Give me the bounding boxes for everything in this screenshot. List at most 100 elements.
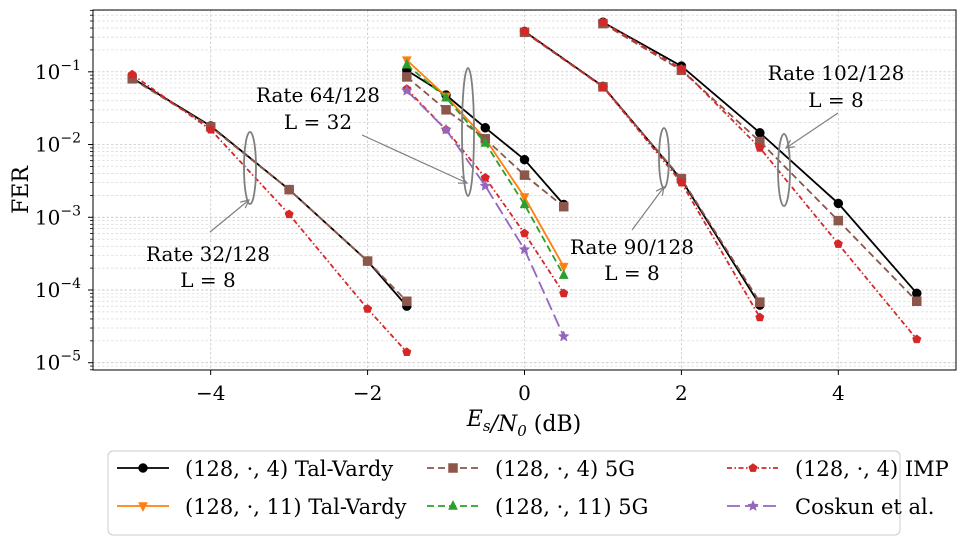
series-line	[406, 88, 565, 294]
x-tick-label: −2	[353, 381, 382, 405]
arrow-head	[240, 199, 251, 209]
annotation-arrow	[209, 199, 250, 233]
data-point	[206, 124, 216, 134]
data-point	[400, 84, 413, 96]
annotation-text: L = 8	[604, 261, 659, 285]
x-tick-label: 0	[518, 381, 531, 405]
x-tick-label: 4	[832, 381, 845, 405]
data-point	[402, 72, 412, 82]
data-point	[598, 82, 608, 91]
arrow-head	[457, 175, 469, 184]
data-point	[519, 154, 530, 165]
data-point	[479, 179, 492, 191]
legend-entry: (128, ·, 4) IMP	[727, 457, 949, 481]
arrow-head	[784, 139, 795, 149]
legend-marker	[448, 463, 458, 473]
data-point	[519, 228, 530, 238]
data-point	[912, 296, 922, 307]
legend-frame	[107, 450, 901, 536]
series-line	[602, 21, 918, 340]
series-3	[401, 58, 569, 279]
y-tick-label: 10−1	[35, 58, 81, 84]
data-point	[284, 209, 294, 219]
x-axis-label: Es/N0 (dB)	[466, 407, 581, 440]
data-point	[362, 256, 373, 266]
annotation-2: Rate 64/128 L = 32	[256, 67, 475, 197]
data-point	[127, 69, 137, 79]
legend-label: (128, ·, 4) Tal-Vardy	[185, 457, 393, 481]
data-point	[480, 136, 491, 147]
data-point	[833, 239, 843, 248]
legend-label: (128, ·, 4) IMP	[795, 457, 949, 481]
series-line	[406, 90, 565, 337]
legend-entry: (128, ·, 11) Tal-Vardy	[117, 495, 407, 519]
data-point	[401, 58, 412, 69]
annotation-text: L = 8	[180, 268, 235, 292]
legend: (128, ·, 4) Tal-Vardy (128, ·, 11) Tal-Va…	[107, 450, 949, 536]
legend-label: (128, ·, 11) Tal-Vardy	[185, 495, 407, 519]
data-point	[519, 26, 530, 36]
legend-entry: (128, ·, 11) 5G	[427, 495, 648, 519]
data-point	[284, 184, 294, 195]
data-point	[440, 123, 452, 135]
data-point	[833, 198, 844, 209]
series-layer	[127, 17, 922, 356]
data-point	[402, 347, 412, 356]
data-point	[598, 17, 608, 27]
series-5	[400, 84, 570, 342]
legend-label: Coskun et al.	[795, 495, 934, 519]
legend-marker	[747, 499, 759, 511]
axis-ticks: −4 −2 0 2 4 10−1 10−2 10−3 10−4 10−5	[35, 9, 845, 405]
x-tick-label: 2	[675, 381, 688, 405]
data-point	[441, 105, 451, 115]
annotation-arrow	[631, 186, 665, 231]
data-point	[441, 91, 451, 102]
data-point	[559, 288, 569, 298]
annotation-text: Rate 102/128	[768, 61, 905, 85]
data-point	[402, 296, 412, 307]
series-line	[406, 59, 565, 268]
annotation-text: Rate 90/128	[570, 235, 694, 259]
y-tick-label: 10−5	[35, 349, 81, 375]
series-line	[131, 77, 408, 307]
legend-label: (128, ·, 4) 5G	[495, 457, 635, 481]
annotation-ellipse	[461, 67, 475, 197]
annotation-text: Rate 64/128	[256, 83, 380, 107]
data-point	[755, 128, 765, 138]
annotation-arrow	[361, 134, 468, 184]
annotation-text: L = 8	[808, 88, 863, 112]
series-line	[523, 30, 761, 318]
legend-marker	[448, 499, 458, 510]
legend-marker	[138, 502, 148, 513]
annotation-ellipse	[243, 131, 257, 205]
x-tick-label: −4	[196, 381, 225, 405]
y-axis-label: FER	[9, 165, 34, 214]
data-point	[833, 215, 844, 226]
data-point	[912, 288, 922, 299]
data-point	[755, 297, 765, 307]
y-tick-label: 10−2	[35, 131, 81, 157]
data-point	[755, 143, 765, 152]
y-tick-label: 10−3	[35, 203, 81, 229]
data-point	[676, 63, 686, 73]
legend-marker	[748, 463, 758, 472]
data-point	[676, 177, 686, 187]
annotation-4: Rate 102/128 L = 8	[768, 61, 905, 207]
y-tick-label: 10−4	[35, 276, 81, 302]
data-point	[557, 330, 570, 342]
data-point	[755, 312, 765, 322]
data-point	[519, 193, 530, 204]
data-point	[558, 262, 569, 273]
data-point	[558, 269, 569, 279]
series-line	[602, 22, 918, 302]
data-point	[518, 243, 531, 255]
legend-marker	[138, 463, 148, 473]
annotation-text: Rate 32/128	[146, 242, 270, 266]
legend-label: (128, ·, 11) 5G	[495, 495, 648, 519]
legend-entry: (128, ·, 4) 5G	[427, 457, 635, 481]
data-point	[519, 198, 530, 209]
data-point	[519, 170, 530, 180]
